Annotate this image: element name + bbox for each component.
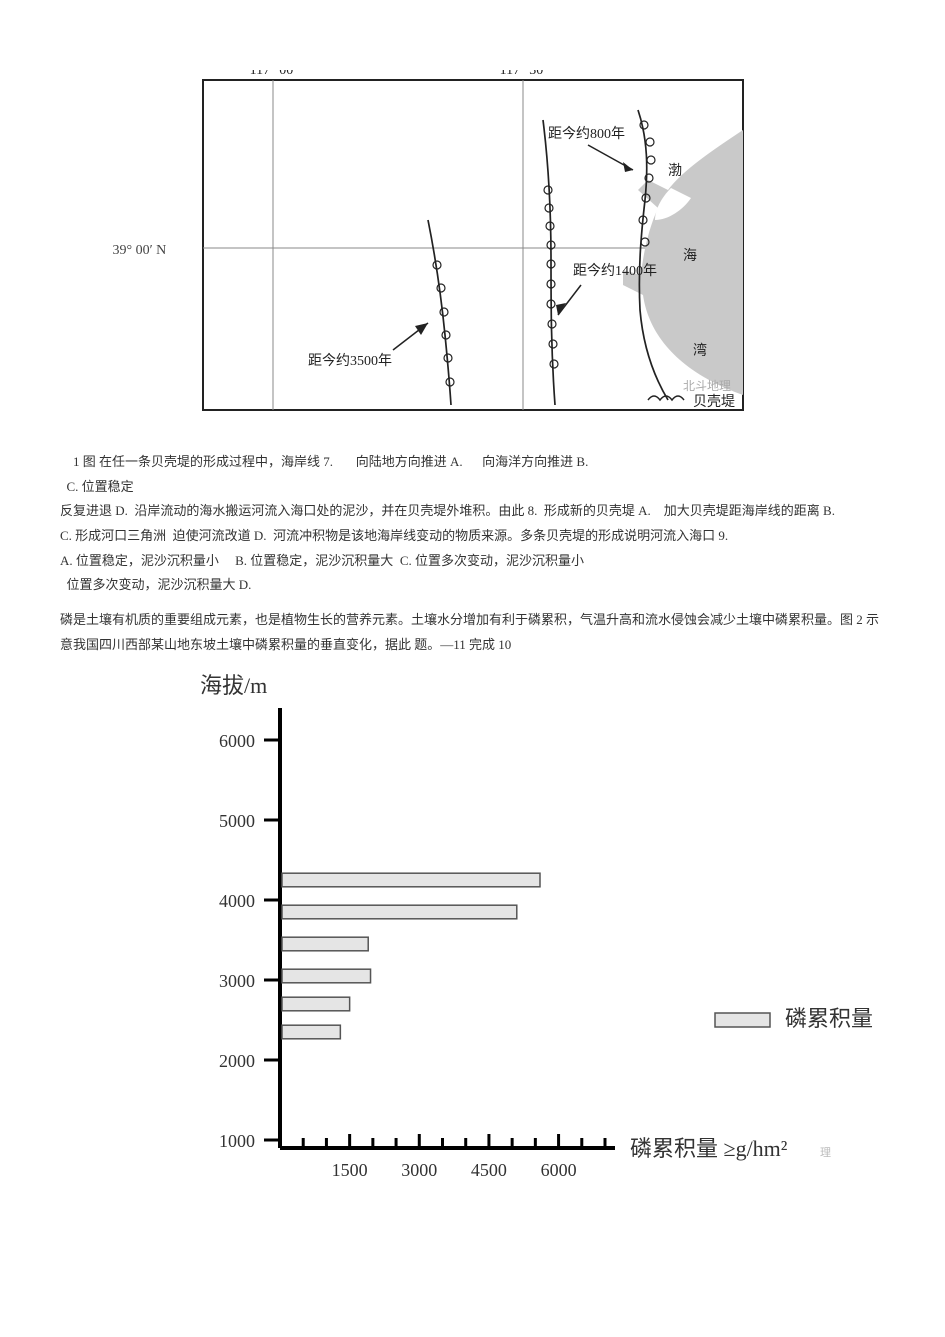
intro-paragraph-2: 磷是土壤有机质的重要组成元素，也是植物生长的营养元素。土壤水分增加有利于磷累积，…	[60, 608, 885, 657]
legend-label: 磷累积量	[785, 1006, 873, 1031]
svg-text:1000: 1000	[219, 1131, 255, 1151]
svg-text:贝壳堤: 贝壳堤	[693, 393, 735, 410]
svg-text:3000: 3000	[219, 971, 255, 991]
svg-text:5000: 5000	[219, 811, 255, 831]
svg-text:6000: 6000	[541, 1160, 577, 1180]
x-ticks: 1500 3000 4500 6000	[332, 1134, 577, 1180]
chart-y-title: 海拔/m	[200, 668, 267, 700]
q8-body: 沿岸流动的海水搬运河流入海口处的泥沙，并在贝壳堤外堆积。由此 8.	[134, 503, 537, 518]
lon-label-1: 117° 00′	[249, 70, 296, 78]
q7-prefix: 1 图 在任一条贝壳堤的形成过程中，海岸线 7.	[73, 454, 333, 469]
sea-bo: 渤	[668, 163, 682, 179]
svg-text:1500: 1500	[332, 1160, 368, 1180]
q8-b-pre: 加大贝壳堤距海岸线的距离 B.	[664, 503, 835, 518]
lat-label: 39° 00′ N	[113, 243, 167, 259]
q8-opt-d: 迫使河流改道 D.	[173, 528, 267, 543]
q9-last-d: 位置多次变动，泥沙沉积量大 D.	[67, 577, 252, 592]
lon-label-2: 117° 30′	[499, 70, 546, 78]
x-axis-title: 磷累积量 ≥g/hm²	[630, 1136, 788, 1161]
map-watermark: 北斗地理	[683, 379, 731, 393]
legend-swatch	[715, 1013, 770, 1027]
age-3500-label: 距今约3500年	[308, 353, 392, 369]
q9-intro: 河流冲积物是该地海岸线变动的物质来源。多条贝壳堤的形成说明河流入海口 9.	[273, 528, 728, 543]
sea-hai: 海	[683, 248, 697, 264]
svg-text:6000: 6000	[219, 731, 255, 751]
q9-a: A. 位置稳定，泥沙沉积量小	[60, 553, 219, 568]
bars	[282, 873, 540, 1039]
age-800-label: 距今约800年	[548, 126, 625, 142]
question-7-8-9: 1 图 在任一条贝壳堤的形成过程中，海岸线 7. 向陆地方向推进 A. 向海洋方…	[60, 450, 885, 598]
x-axis-watermark: 理	[820, 1146, 831, 1159]
q7-c: C. 位置稳定	[67, 479, 134, 494]
svg-text:3000: 3000	[401, 1160, 437, 1180]
q7-a: 向陆地方向推进 A.	[356, 454, 463, 469]
svg-text:4000: 4000	[219, 891, 255, 911]
phosphorus-chart: 海拔/m 1000 2000 3000 4000 5000 6000 1500 3000 45…	[160, 668, 920, 1198]
map-svg: 117° 00′ 117° 30′	[193, 70, 753, 430]
svg-text:2000: 2000	[219, 1051, 255, 1071]
q9-c: C. 位置多次变动，泥沙沉积量小	[400, 553, 584, 568]
q8-c: C. 形成河口三角洲	[60, 528, 166, 543]
chart-svg: 1000 2000 3000 4000 5000 6000 1500 3000 4500 600…	[160, 668, 920, 1198]
svg-text:4500: 4500	[471, 1160, 507, 1180]
sea-wan: 湾	[693, 342, 707, 359]
y-ticks: 1000 2000 3000 4000 5000 6000	[219, 731, 278, 1151]
q9-b: B. 位置稳定，泥沙沉积量大	[235, 553, 393, 568]
q8-a: 形成新的贝壳堤 A.	[544, 503, 651, 518]
q8-d: 反复进退 D.	[60, 503, 128, 518]
ridge-1400	[543, 120, 555, 405]
map-legend: 贝壳堤	[648, 393, 735, 410]
q7-b: 向海洋方向推进 B.	[482, 454, 588, 469]
shell-ridge-map: 39° 00′ N 117° 00′ 117° 30′	[193, 70, 753, 430]
age-1400-label: 距今约1400年	[573, 263, 657, 279]
